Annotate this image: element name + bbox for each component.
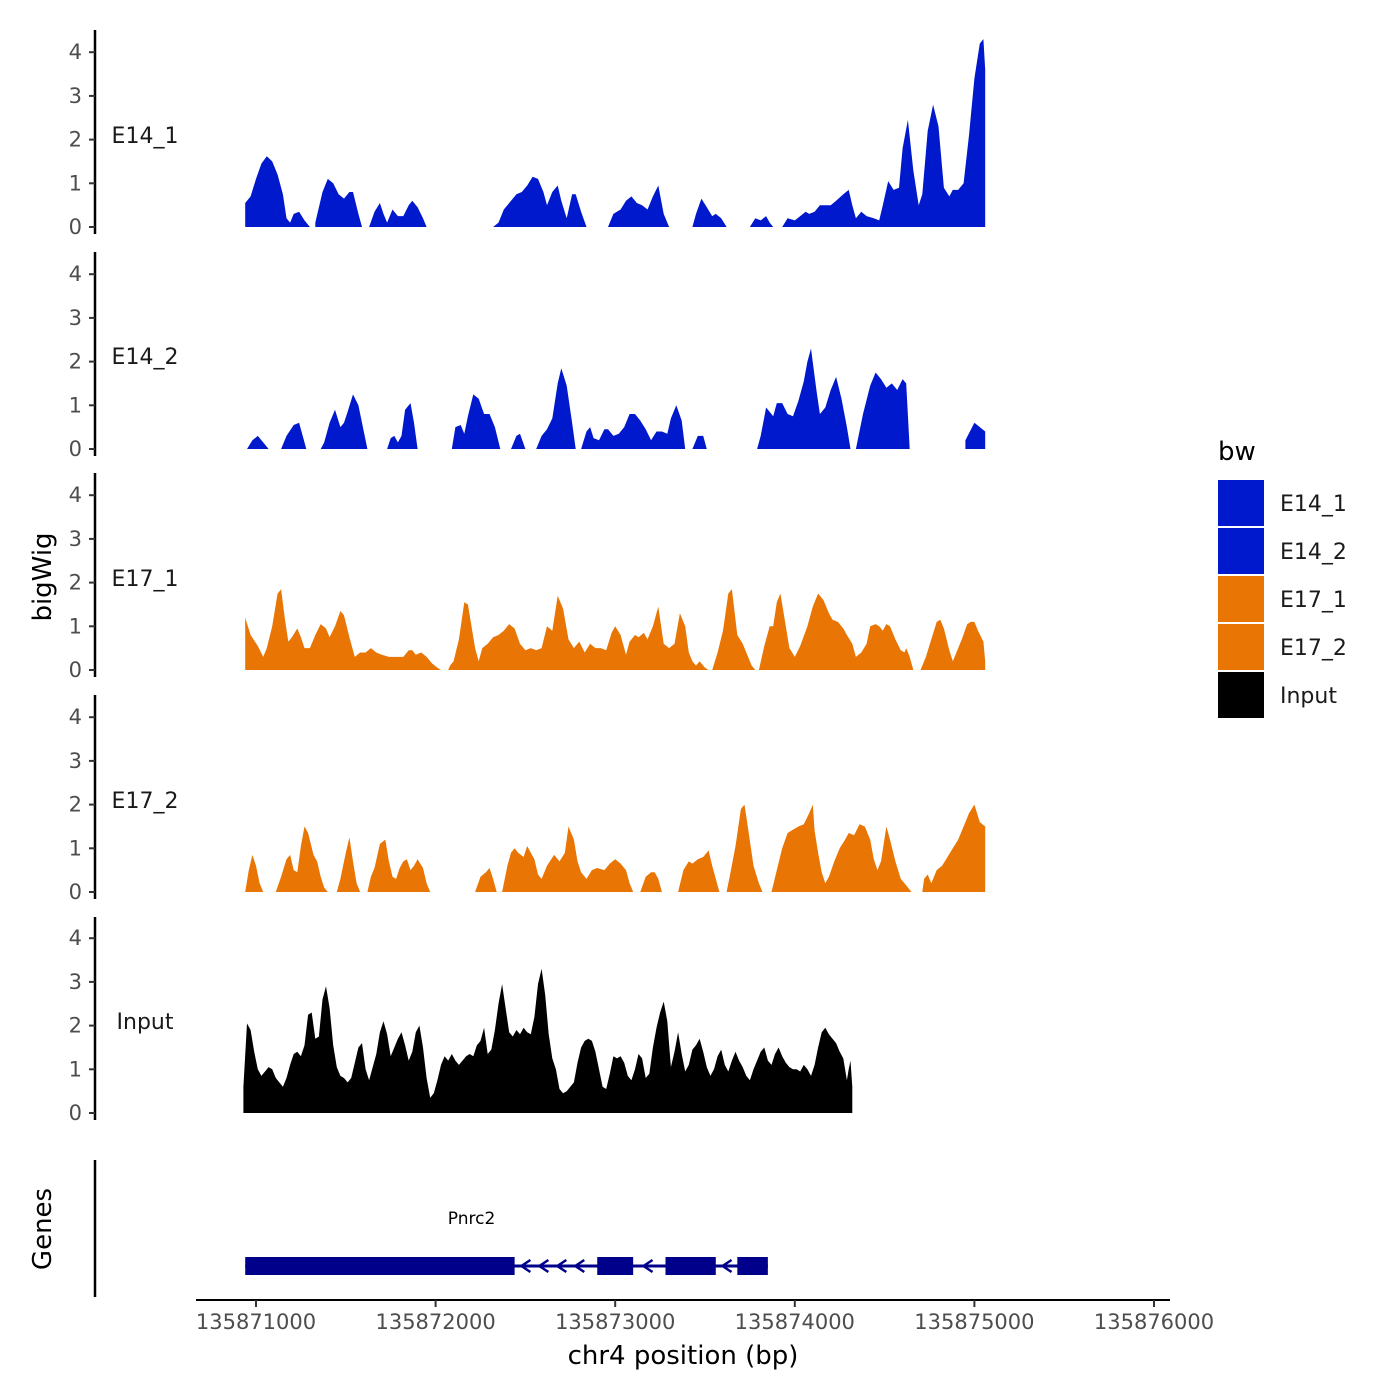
x-tick-label: 135872000 <box>375 1310 495 1334</box>
gene-label: Pnrc2 <box>448 1209 496 1229</box>
track-label: E14_1 <box>112 124 179 149</box>
track-e14-1: 0 1 2 3 4 E14_1 <box>69 30 986 239</box>
y-tick-label: 3 <box>69 970 82 994</box>
y-tick-label: 1 <box>69 836 82 860</box>
legend-label: E14_1 <box>1280 492 1347 517</box>
strand-arrow <box>641 1258 654 1274</box>
y-tick-label: 1 <box>69 393 82 417</box>
y-tick-label: 3 <box>69 527 82 551</box>
y-tick-label: 1 <box>69 171 82 195</box>
strand-arrow <box>573 1258 585 1274</box>
signal-area-input <box>243 968 853 1113</box>
x-axis-ticks: 135871000 135872000 135873000 135874000 1358… <box>196 1300 1214 1334</box>
track-input: 0 1 2 3 4 Input <box>69 917 853 1125</box>
y-tick-label: 2 <box>69 128 82 152</box>
y-tick-label: 2 <box>69 1014 82 1038</box>
y-tick-label: 4 <box>69 40 82 64</box>
signal-area-e14-1 <box>245 39 986 227</box>
x-tick-label: 135874000 <box>735 1310 855 1334</box>
y-tick-label: 0 <box>69 658 82 682</box>
tracks-panel: 0 1 2 3 4 E14_1 0 1 2 3 4 E14_2 0 1 2 3 4 E17_1 0 1 2 3 4 E17_2… <box>69 30 986 1125</box>
track-label: E17_2 <box>112 789 179 814</box>
legend-label: E17_1 <box>1280 588 1347 613</box>
strand-arrow <box>555 1258 568 1274</box>
strand-arrow <box>519 1258 532 1274</box>
y-tick-label: 0 <box>69 1101 82 1125</box>
legend-title: bw <box>1218 437 1256 467</box>
gene-exon <box>737 1257 768 1275</box>
track-e17-2: 0 1 2 3 4 E17_2 <box>69 695 986 904</box>
x-tick-label: 135875000 <box>914 1310 1034 1334</box>
x-tick-label: 135876000 <box>1094 1310 1214 1334</box>
track-label: Input <box>117 1010 174 1035</box>
y-tick-label: 1 <box>69 614 82 638</box>
legend-swatch-e17-2 <box>1218 624 1264 670</box>
gene-exon <box>665 1257 716 1275</box>
y-tick-label: 2 <box>69 793 82 817</box>
y-tick-label: 4 <box>69 926 82 950</box>
legend-swatch-input <box>1218 672 1264 718</box>
legend: bw E14_1 E14_2 E17_1 E17_2 Input <box>1218 437 1347 718</box>
signal-area-e17-1 <box>245 589 986 670</box>
x-axis-title: chr4 position (bp) <box>568 1341 799 1371</box>
y-axis-title: bigWig <box>28 532 58 621</box>
strand-arrow <box>537 1258 550 1274</box>
track-e14-2: 0 1 2 3 4 E14_2 <box>69 252 986 461</box>
legend-swatch-e14-1 <box>1218 480 1264 526</box>
y-tick-label: 4 <box>69 262 82 286</box>
track-label: E14_2 <box>112 345 179 370</box>
track-e17-1: 0 1 2 3 4 E17_1 <box>69 473 986 682</box>
y-tick-label: 2 <box>69 571 82 595</box>
genes-panel: Pnrc2 <box>93 1160 768 1297</box>
legend-swatch-e14-2 <box>1218 528 1264 574</box>
legend-label: Input <box>1280 684 1337 709</box>
legend-swatch-e17-1 <box>1218 576 1264 622</box>
track-label: E17_1 <box>112 567 179 592</box>
y-tick-label: 0 <box>69 437 82 461</box>
y-tick-label: 4 <box>69 483 82 507</box>
y-tick-label: 3 <box>69 306 82 330</box>
legend-label: E17_2 <box>1280 636 1347 661</box>
gene-exon <box>245 1257 515 1275</box>
signal-area-e17-2 <box>245 804 986 892</box>
signal-area-e14-2 <box>247 348 986 449</box>
y-tick-label: 4 <box>69 705 82 729</box>
y-tick-label: 0 <box>69 880 82 904</box>
y-tick-label: 0 <box>69 215 82 239</box>
legend-label: E14_2 <box>1280 540 1347 565</box>
x-tick-label: 135871000 <box>196 1310 316 1334</box>
genes-axis-title: Genes <box>28 1188 58 1270</box>
y-tick-label: 3 <box>69 749 82 773</box>
x-tick-label: 135873000 <box>555 1310 675 1334</box>
strand-arrow <box>720 1258 733 1274</box>
gene-exon <box>597 1257 634 1275</box>
y-tick-label: 1 <box>69 1057 82 1081</box>
y-tick-label: 2 <box>69 350 82 374</box>
y-tick-label: 3 <box>69 84 82 108</box>
